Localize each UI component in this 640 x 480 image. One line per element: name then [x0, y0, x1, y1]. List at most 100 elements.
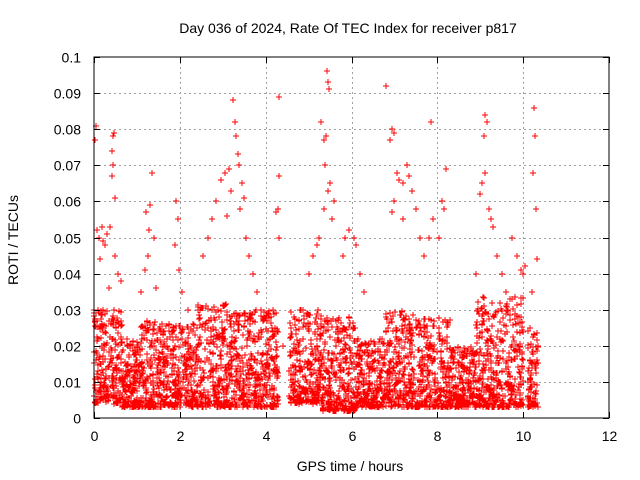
data-point [258, 398, 264, 404]
data-point [142, 323, 148, 329]
data-point [393, 375, 399, 381]
data-point [127, 378, 133, 384]
data-point [452, 392, 458, 398]
data-point [470, 375, 476, 381]
data-point [331, 351, 337, 357]
data-point [257, 381, 263, 387]
data-point [227, 344, 233, 350]
data-point [169, 331, 175, 337]
data-point [209, 216, 215, 222]
data-point [356, 380, 362, 386]
data-point [336, 388, 342, 394]
data-point [387, 137, 393, 143]
data-point [170, 337, 176, 343]
data-point [219, 319, 225, 325]
data-point [250, 370, 256, 376]
data-point [318, 119, 324, 125]
data-point [419, 348, 425, 354]
data-point [413, 317, 419, 323]
data-point [495, 397, 501, 403]
data-point [407, 327, 413, 333]
data-point [276, 94, 282, 100]
data-point [195, 307, 201, 313]
data-point [473, 322, 479, 328]
data-point [387, 358, 393, 364]
data-point [321, 206, 327, 212]
data-point [327, 180, 333, 186]
data-point [134, 388, 140, 394]
data-point [383, 328, 389, 334]
data-point [315, 307, 321, 313]
data-point [244, 343, 250, 349]
data-point [395, 354, 401, 360]
data-point [326, 86, 332, 92]
data-point [337, 377, 343, 383]
data-point [259, 329, 265, 335]
data-point [459, 349, 465, 355]
data-point [368, 388, 374, 394]
data-point [320, 392, 326, 398]
data-point [530, 170, 536, 176]
data-point [124, 336, 130, 342]
data-point [214, 344, 220, 350]
data-point [169, 365, 175, 371]
data-point [444, 334, 450, 340]
data-point [276, 235, 282, 241]
data-point [294, 337, 300, 343]
data-point [376, 360, 382, 366]
data-point [131, 352, 137, 358]
data-point [504, 403, 510, 409]
data-point [389, 126, 395, 132]
data-point [319, 356, 325, 362]
data-point [176, 357, 182, 363]
data-point [344, 332, 350, 338]
data-point [144, 319, 150, 325]
data-point [324, 315, 330, 321]
data-point [520, 329, 526, 335]
data-point [494, 334, 500, 340]
data-point [106, 285, 112, 291]
data-point [514, 302, 520, 308]
data-point [222, 326, 228, 332]
data-point [92, 323, 98, 329]
data-point [209, 367, 215, 373]
data-point [268, 355, 274, 361]
chart-title: Day 036 of 2024, Rate Of TEC Index for r… [179, 20, 517, 36]
data-point [519, 319, 525, 325]
data-point [505, 364, 511, 370]
data-point [306, 359, 312, 365]
data-point [364, 361, 370, 367]
data-point [234, 368, 240, 374]
data-point [173, 198, 179, 204]
data-point [347, 320, 353, 326]
data-point [108, 356, 114, 362]
data-point [195, 382, 201, 388]
data-point [172, 362, 178, 368]
data-point [410, 312, 416, 318]
data-point [170, 352, 176, 358]
data-point [163, 395, 169, 401]
data-point [309, 371, 315, 377]
data-point [415, 347, 421, 353]
data-point [102, 382, 108, 388]
data-point [451, 385, 457, 391]
data-point [308, 341, 314, 347]
data-point [432, 387, 438, 393]
data-point [127, 388, 133, 394]
data-point [228, 318, 234, 324]
data-point [402, 339, 408, 345]
data-point [506, 354, 512, 360]
data-point [409, 366, 415, 372]
data-point [247, 321, 253, 327]
data-point [432, 371, 438, 377]
data-point [240, 400, 246, 406]
data-point [255, 334, 261, 340]
data-point [486, 395, 492, 401]
data-point [120, 347, 126, 353]
y-tick-label: 0.04 [54, 267, 81, 283]
data-point [202, 359, 208, 365]
data-point [343, 360, 349, 366]
data-point [403, 334, 409, 340]
data-point [164, 344, 170, 350]
data-point [361, 289, 367, 295]
